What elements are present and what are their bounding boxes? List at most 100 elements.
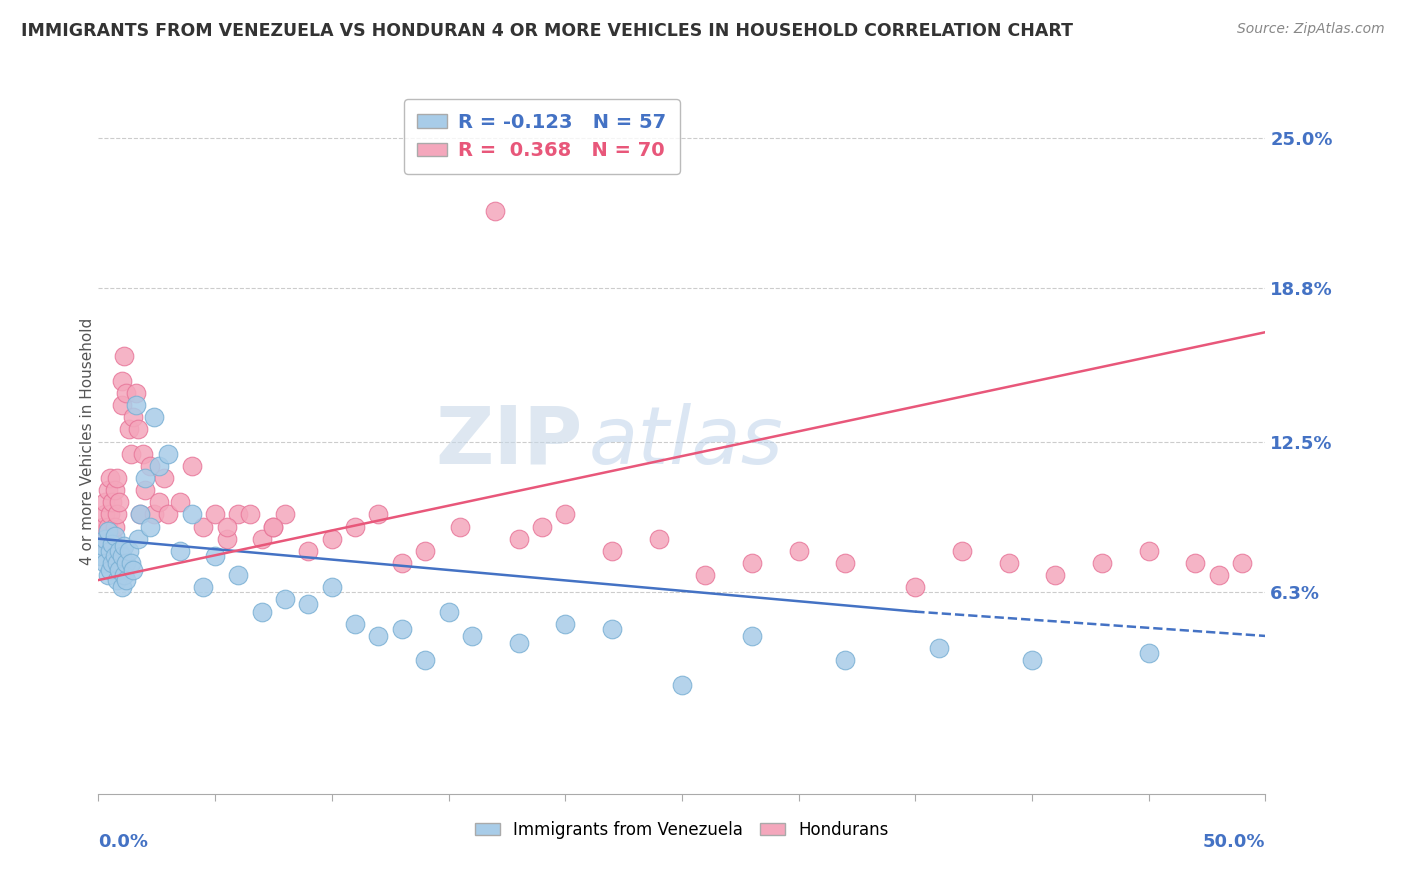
Point xyxy=(104,549,127,563)
Point xyxy=(101,532,124,546)
Point xyxy=(554,616,576,631)
Point xyxy=(1137,544,1160,558)
Point xyxy=(120,447,142,461)
Point xyxy=(148,495,170,509)
Point xyxy=(904,580,927,594)
Point xyxy=(127,422,149,436)
Point xyxy=(90,532,112,546)
Point xyxy=(344,616,367,631)
Point xyxy=(169,544,191,558)
Point xyxy=(98,471,121,485)
Point xyxy=(741,629,763,643)
Point xyxy=(115,556,138,570)
Point xyxy=(1208,568,1230,582)
Point xyxy=(157,508,180,522)
Point xyxy=(1021,653,1043,667)
Point xyxy=(132,447,155,461)
Point xyxy=(105,508,128,522)
Point xyxy=(152,471,174,485)
Point xyxy=(90,549,112,563)
Point xyxy=(228,508,250,522)
Point xyxy=(112,568,135,582)
Point xyxy=(108,563,131,577)
Point xyxy=(461,629,484,643)
Point xyxy=(530,519,553,533)
Point xyxy=(104,483,127,497)
Point xyxy=(97,519,120,533)
Point xyxy=(437,605,460,619)
Point xyxy=(98,563,121,577)
Point xyxy=(105,471,128,485)
Point xyxy=(600,544,623,558)
Point xyxy=(120,556,142,570)
Point xyxy=(344,519,367,533)
Point xyxy=(262,519,284,533)
Point xyxy=(297,598,319,612)
Point xyxy=(143,508,166,522)
Point xyxy=(111,398,134,412)
Point xyxy=(1230,556,1253,570)
Point xyxy=(108,495,131,509)
Point xyxy=(508,636,530,650)
Point xyxy=(134,483,156,497)
Point xyxy=(143,410,166,425)
Point xyxy=(91,519,114,533)
Point xyxy=(101,536,124,550)
Point xyxy=(250,532,273,546)
Point xyxy=(104,529,127,543)
Point xyxy=(741,556,763,570)
Point xyxy=(105,573,128,587)
Point xyxy=(105,556,128,570)
Point xyxy=(228,568,250,582)
Point xyxy=(193,580,215,594)
Point xyxy=(215,519,238,533)
Point xyxy=(950,544,973,558)
Point xyxy=(484,203,506,218)
Point xyxy=(169,495,191,509)
Point xyxy=(1184,556,1206,570)
Point xyxy=(391,556,413,570)
Point xyxy=(94,508,117,522)
Point xyxy=(134,471,156,485)
Point xyxy=(115,386,138,401)
Point xyxy=(193,519,215,533)
Point xyxy=(787,544,810,558)
Point xyxy=(600,622,623,636)
Point xyxy=(101,556,124,570)
Point xyxy=(139,458,162,473)
Point xyxy=(647,532,669,546)
Point xyxy=(101,495,124,509)
Point xyxy=(98,508,121,522)
Point xyxy=(262,519,284,533)
Point xyxy=(834,556,856,570)
Point xyxy=(204,549,226,563)
Point xyxy=(97,568,120,582)
Point xyxy=(274,592,297,607)
Point xyxy=(834,653,856,667)
Text: ZIP: ZIP xyxy=(436,402,582,481)
Point xyxy=(180,458,202,473)
Point xyxy=(695,568,717,582)
Point xyxy=(118,544,141,558)
Point xyxy=(111,374,134,388)
Point xyxy=(321,532,343,546)
Point xyxy=(180,508,202,522)
Point xyxy=(118,422,141,436)
Point xyxy=(129,508,152,522)
Point xyxy=(112,539,135,553)
Point xyxy=(122,563,145,577)
Point xyxy=(111,549,134,563)
Point xyxy=(1091,556,1114,570)
Point xyxy=(94,532,117,546)
Text: Source: ZipAtlas.com: Source: ZipAtlas.com xyxy=(1237,22,1385,37)
Point xyxy=(129,508,152,522)
Point xyxy=(1137,646,1160,660)
Point xyxy=(122,410,145,425)
Point xyxy=(671,677,693,691)
Point xyxy=(250,605,273,619)
Point xyxy=(97,483,120,497)
Point xyxy=(391,622,413,636)
Point xyxy=(413,653,436,667)
Point xyxy=(98,544,121,558)
Point xyxy=(94,556,117,570)
